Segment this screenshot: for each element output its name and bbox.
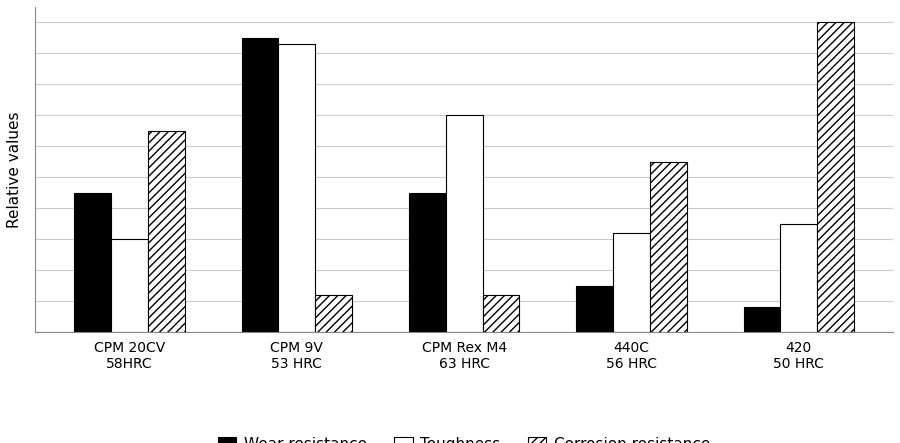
Bar [576, 286, 613, 332]
Bar [278, 44, 315, 332]
Bar [446, 115, 482, 332]
Legend: Wear resistance, Toughness, Corrosion resistance: Wear resistance, Toughness, Corrosion re… [212, 431, 716, 443]
Bar [482, 295, 519, 332]
Bar [409, 193, 446, 332]
Y-axis label: Relative values: Relative values [7, 111, 22, 228]
Bar [817, 23, 854, 332]
Bar [315, 295, 352, 332]
Bar [613, 233, 650, 332]
Bar [74, 193, 111, 332]
Bar [148, 131, 184, 332]
Bar [780, 224, 817, 332]
Bar [743, 307, 780, 332]
Bar [111, 239, 148, 332]
Bar [241, 38, 278, 332]
Bar [650, 162, 687, 332]
